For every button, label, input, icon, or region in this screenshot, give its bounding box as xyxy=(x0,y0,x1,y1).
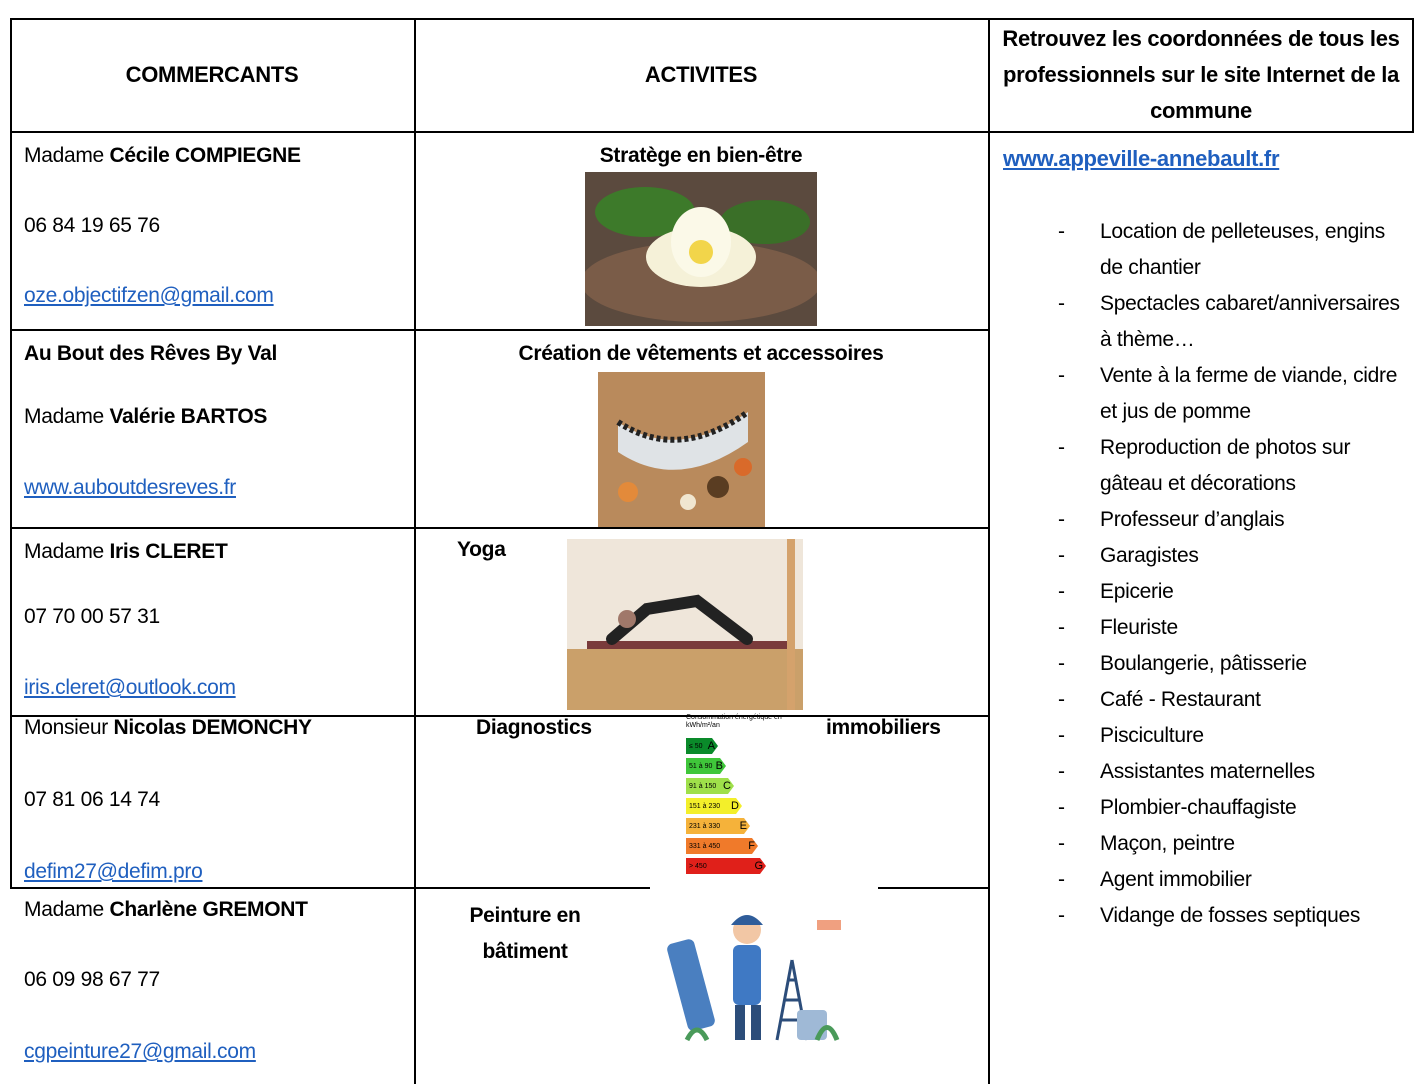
activity-item: Boulangerie, pâtisserie xyxy=(1058,646,1408,682)
border xyxy=(10,527,988,529)
border xyxy=(10,18,1414,20)
energy-range: 231 à 330 xyxy=(689,822,721,830)
activity-item: Maçon, peintre xyxy=(1058,826,1408,862)
energy-letter: F xyxy=(748,840,755,852)
lotus-photo xyxy=(585,172,817,326)
activity-item: Professeur d’anglais xyxy=(1058,502,1408,538)
energy-class: 51 à 90 B xyxy=(686,758,726,774)
civility: Madame xyxy=(24,144,104,167)
civility: Madame xyxy=(24,540,104,563)
website[interactable]: www.auboutdesreves.fr xyxy=(24,476,236,499)
activity-item: Pisciculture xyxy=(1058,718,1408,754)
person: Madame Charlène GREMONT xyxy=(24,898,308,922)
energy-range: ≤ 50 xyxy=(689,742,703,750)
name: Iris CLERET xyxy=(109,540,228,563)
yoga-photo xyxy=(567,539,803,710)
border xyxy=(10,887,650,889)
border xyxy=(10,715,988,717)
activity-item: Fleuriste xyxy=(1058,610,1408,646)
civility: Madame xyxy=(24,405,104,428)
activity-item: Vidange de fosses septiques xyxy=(1058,898,1408,934)
activity: Yoga xyxy=(457,538,506,561)
border xyxy=(1412,18,1414,132)
name: Valérie BARTOS xyxy=(109,405,268,428)
energy-letter: C xyxy=(723,780,731,792)
energy-class: 331 à 450 F xyxy=(686,838,758,854)
person: Madame Iris CLERET xyxy=(24,540,228,564)
name: Charlène GREMONT xyxy=(109,898,308,921)
email[interactable]: defim27@defim.pro xyxy=(24,860,203,883)
energy-range: 331 à 450 xyxy=(689,842,721,850)
activity-item: Assistantes maternelles xyxy=(1058,754,1408,790)
email[interactable]: iris.cleret@outlook.com xyxy=(24,676,236,699)
border xyxy=(10,131,1414,133)
phone: 06 84 19 65 76 xyxy=(24,214,160,237)
energy-class: 151 à 230 D xyxy=(686,798,742,814)
activity: Peinture en bâtiment xyxy=(469,904,581,963)
energy-letter: D xyxy=(731,800,739,812)
border xyxy=(10,18,12,888)
border xyxy=(878,887,988,889)
border xyxy=(988,18,990,1084)
painter-illustration xyxy=(667,915,841,1042)
header: Retrouvez les coordonnées de tous les pr… xyxy=(1002,26,1400,123)
activity-item: Location de pelleteuses, engins de chant… xyxy=(1058,214,1408,286)
activity-list: Location de pelleteuses, engins de chant… xyxy=(1058,214,1408,934)
activity: Diagnostics xyxy=(476,716,592,739)
energy-class: ≤ 50 A xyxy=(686,738,718,754)
business: Au Bout des Rêves By Val xyxy=(24,342,278,365)
header-cell: Retrouvez les coordonnées de tous les pr… xyxy=(990,18,1412,132)
activity-item: Vente à la ferme de viande, cidre et jus… xyxy=(1058,358,1408,430)
header-cell: ACTIVITES xyxy=(414,18,988,132)
energy-letter: B xyxy=(715,760,723,772)
border xyxy=(10,329,988,331)
header: ACTIVITES xyxy=(644,62,758,87)
person: Monsieur Nicolas DEMONCHY xyxy=(24,716,312,740)
activity: Création de vêtements et accessoires xyxy=(518,342,884,365)
phone: 07 70 00 57 31 xyxy=(24,605,160,628)
energy-title: Consommation énergétique en kWh/m²/an xyxy=(686,714,782,729)
civility: Monsieur xyxy=(24,716,108,739)
commune-link[interactable]: www.appeville-annebault.fr xyxy=(1003,146,1280,171)
energy-range: 91 à 150 xyxy=(689,782,717,790)
energy-class: > 450 G xyxy=(686,858,766,874)
energy-class: 231 à 330 E xyxy=(686,818,750,834)
person: Madame Cécile COMPIEGNE xyxy=(24,144,301,168)
activity-item: Spectacles cabaret/anniversaires à thème… xyxy=(1058,286,1408,358)
email[interactable]: cgpeinture27@gmail.com xyxy=(24,1040,256,1063)
activity-item: Café - Restaurant xyxy=(1058,682,1408,718)
activity-item: Plombier-chauffagiste xyxy=(1058,790,1408,826)
activity-item: Agent immobilier xyxy=(1058,862,1408,898)
energy-range: 151 à 230 xyxy=(689,802,721,810)
activity-item: Garagistes xyxy=(1058,538,1408,574)
email[interactable]: oze.objectifzen@gmail.com xyxy=(24,284,274,307)
energy-letter: E xyxy=(739,820,747,832)
header: COMMERCANTS xyxy=(125,62,299,87)
energy-letter: G xyxy=(754,860,763,872)
phone: 07 81 06 14 74 xyxy=(24,788,160,811)
phone: 06 09 98 67 77 xyxy=(24,968,160,991)
activity: immobiliers xyxy=(826,716,941,739)
name: Cécile COMPIEGNE xyxy=(109,144,301,167)
border xyxy=(414,18,416,1084)
energy-class: 91 à 150 C xyxy=(686,778,734,794)
energy-range: > 450 xyxy=(689,862,707,870)
energy-range: 51 à 90 xyxy=(689,762,713,770)
civility: Madame xyxy=(24,898,104,921)
person: Madame Valérie BARTOS xyxy=(24,405,267,429)
activity-item: Epicerie xyxy=(1058,574,1408,610)
energy-letter: A xyxy=(707,740,715,752)
header-cell: COMMERCANTS xyxy=(10,18,414,132)
name: Nicolas DEMONCHY xyxy=(113,716,313,739)
bag-photo xyxy=(598,372,765,527)
activity: Stratège en bien-être xyxy=(599,144,803,167)
activity-item: Reproduction de photos sur gâteau et déc… xyxy=(1058,430,1408,502)
